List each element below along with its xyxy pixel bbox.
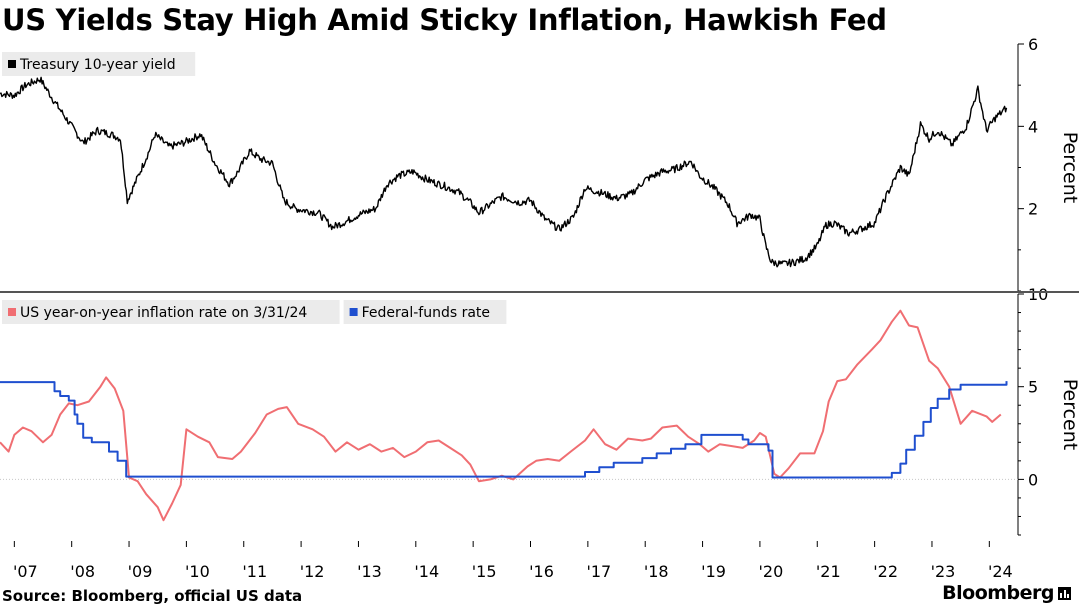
legend-swatch — [8, 60, 16, 68]
x-tick-label: '07 — [13, 562, 38, 581]
x-tick-label: '10 — [185, 562, 210, 581]
x-tick-label: '18 — [644, 562, 669, 581]
x-tick-label: '14 — [414, 562, 439, 581]
y-tick-label: 5 — [1028, 378, 1038, 397]
x-tick-label: '13 — [357, 562, 382, 581]
legend-swatch — [8, 308, 16, 316]
y-axis-title: Percent — [1059, 379, 1079, 451]
legend-box — [2, 300, 340, 324]
rates-panel: 0 5 10 Percent US year-on-year inflation rat… — [0, 285, 1079, 536]
chart-title: US Yields Stay High Amid Sticky Inflatio… — [2, 3, 887, 37]
series-line-fed-funds — [0, 381, 1008, 479]
bloomberg-bars-icon — [1058, 587, 1071, 600]
legend-label: Treasury 10-year yield — [19, 57, 176, 73]
x-tick-label: '16 — [529, 562, 554, 581]
bloomberg-logo: Bloomberg — [942, 582, 1071, 604]
legend-swatch — [349, 308, 358, 316]
y-tick-label: 4 — [1028, 117, 1038, 136]
y-tick-label: 0 — [1028, 470, 1038, 489]
x-tick-label: '24 — [988, 562, 1013, 581]
y-axis-title: Percent — [1059, 132, 1079, 204]
legend-box — [343, 300, 507, 324]
legend-label: US year-on-year inflation rate on 3/31/2… — [20, 305, 307, 321]
x-tick-label: '19 — [701, 562, 726, 581]
x-tick-label: '11 — [242, 562, 267, 581]
x-axis: '07 '08 '09 '10 '11 '12 '13 '14 '15 '16 '17 '18 '19 '… — [0, 291, 1079, 581]
x-tick-label: '15 — [472, 562, 497, 581]
source-note: Source: Bloomberg, official US data — [2, 587, 303, 605]
x-tick-label: '20 — [759, 562, 784, 581]
legend-label: Federal-funds rate — [362, 305, 490, 321]
x-tick-label: '17 — [586, 562, 611, 581]
x-tick-label: '08 — [70, 562, 95, 581]
x-tick-label: '09 — [128, 562, 153, 581]
x-tick-label: '23 — [931, 562, 956, 581]
series-line-treasury-yield — [0, 76, 1008, 268]
legend-box — [2, 52, 196, 76]
brand-name: Bloomberg — [942, 582, 1054, 604]
series-line-inflation — [0, 309, 1002, 522]
yield-panel: 2 4 6 Percent Treasury 10-year yield — [0, 35, 1079, 292]
y-tick-label: 6 — [1028, 35, 1038, 54]
y-tick-label: 2 — [1028, 200, 1038, 219]
x-tick-label: '21 — [816, 562, 841, 581]
x-tick-label: '22 — [873, 562, 898, 581]
x-tick-label: '12 — [300, 562, 325, 581]
y-tick-label: 10 — [1028, 285, 1048, 304]
